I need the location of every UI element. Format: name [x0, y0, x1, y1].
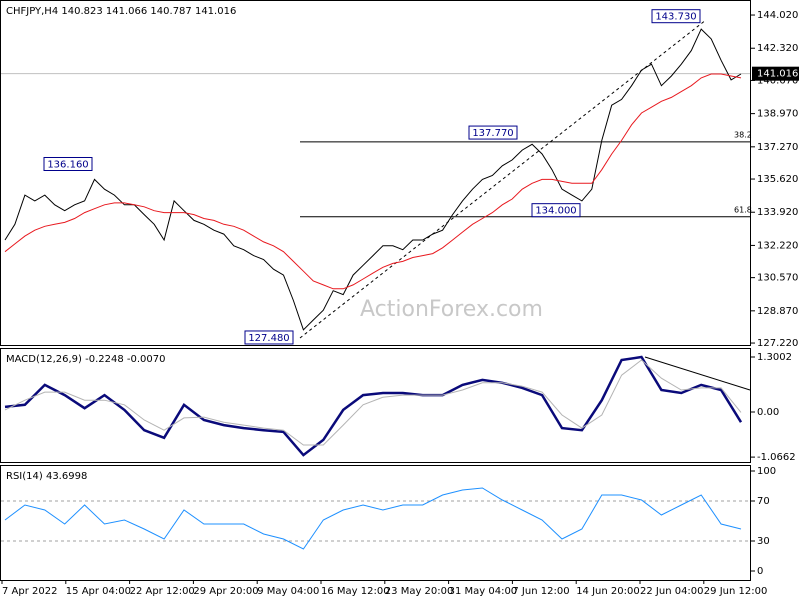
annotation-box: [43, 156, 93, 171]
y-tick-label: 0: [757, 566, 763, 577]
y-tick-label: 132.220: [757, 240, 798, 251]
x-tick-label: 14 Jun 20:00: [576, 586, 640, 597]
y-tick-label: 138.970: [757, 109, 798, 120]
x-tick-label: 29 Apr 20:00: [193, 586, 258, 597]
series-line: [4, 487, 742, 550]
x-tick-label: 22 Jun 04:00: [640, 586, 704, 597]
x-tick-label: 9 May 04:00: [257, 586, 319, 597]
rsi-panel: [0, 465, 751, 581]
panel-title: RSI(14) 43.6998: [6, 471, 87, 482]
series-line: [4, 28, 742, 331]
y-tick-label: 100: [757, 466, 776, 477]
fib-label: 61.8: [734, 205, 752, 214]
series-line: [4, 355, 743, 457]
current-price-box: [752, 66, 799, 81]
annotation-label: 136.160: [47, 159, 88, 170]
y-tick-label: -1.0662: [757, 452, 796, 463]
y-tick-label: 142.320: [757, 43, 798, 54]
x-tick-label: 7 Jun 12:00: [512, 586, 569, 597]
x-tick-label: 22 Apr 12:00: [130, 586, 195, 597]
y-tick-label: 1.3002: [757, 352, 792, 363]
x-tick-label: 23 May 20:00: [385, 586, 454, 597]
y-tick-label: 128.870: [757, 306, 798, 317]
macd-panel: [0, 348, 751, 463]
annotation-label: 127.480: [248, 333, 289, 344]
annotation-box: [531, 203, 581, 218]
y-tick-label: 127.220: [757, 338, 798, 349]
watermark: ActionForex.com: [360, 297, 543, 322]
y-tick-label: 70: [757, 496, 770, 507]
y-tick-label: 133.920: [757, 207, 798, 218]
panel-title: CHFJPY,H4 140.823 141.066 140.787 141.01…: [6, 6, 236, 17]
y-tick-label: 0.00: [757, 407, 779, 418]
trend-line: [644, 356, 751, 391]
y-tick-label: 137.270: [757, 142, 798, 153]
y-tick-label: 135.620: [757, 174, 798, 185]
x-tick-label: 31 May 04:00: [449, 586, 518, 597]
annotation-label: 134.000: [535, 206, 576, 217]
trend-line: [299, 20, 706, 339]
panel-title: MACD(12,26,9) -0.2248 -0.0070: [6, 354, 166, 365]
series-line: [4, 73, 742, 290]
series-line: [4, 359, 742, 446]
current-price-label: 141.016: [757, 69, 798, 80]
x-tick-label: 29 Jun 12:00: [704, 586, 768, 597]
x-tick-label: 7 Apr 2022: [2, 586, 57, 597]
x-tick-label: 16 May 12:00: [321, 586, 390, 597]
annotation-box: [244, 330, 294, 345]
price-panel: [0, 0, 751, 346]
fib-label: 38.2: [734, 130, 752, 139]
annotation-box: [468, 125, 518, 140]
y-tick-label: 130.570: [757, 273, 798, 284]
annotation-box: [651, 9, 701, 24]
y-tick-label: 30: [757, 536, 770, 547]
y-tick-label: 140.670: [757, 75, 798, 86]
annotation-label: 143.730: [655, 12, 696, 23]
annotation-label: 137.770: [472, 128, 513, 139]
y-tick-label: 144.020: [757, 10, 798, 21]
x-tick-label: 15 Apr 04:00: [66, 586, 131, 597]
